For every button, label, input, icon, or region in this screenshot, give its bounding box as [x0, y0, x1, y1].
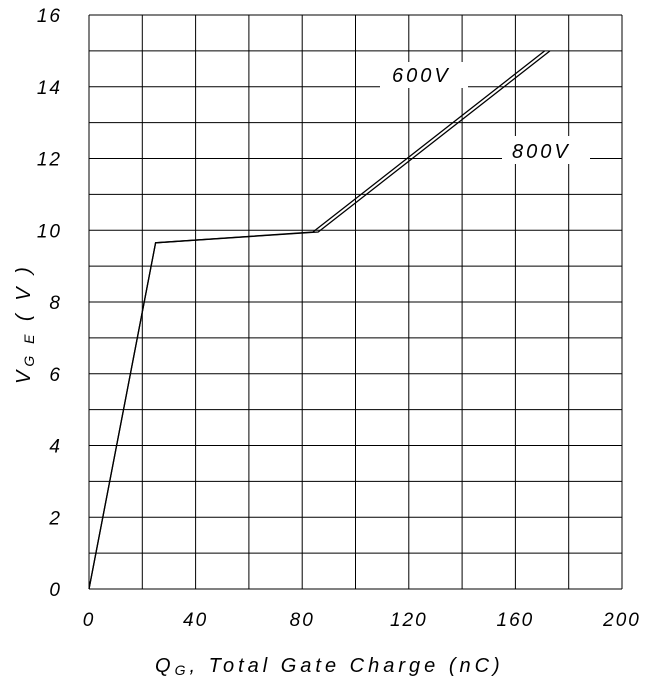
x-axis-title-sub: G — [175, 662, 190, 678]
x-tick-label: 0 — [83, 610, 96, 631]
y-axis-title-sub: G E — [21, 331, 37, 367]
tick-labels: 0 40 80 120 160 200 0 2 4 6 8 10 12 14 16 — [37, 6, 641, 631]
x-tick-label: 80 — [290, 610, 315, 631]
y-tick-label: 4 — [49, 437, 62, 458]
y-tick-label: 12 — [37, 150, 62, 171]
series-line-800v — [88, 50, 551, 590]
y-axis-title-main: V — [13, 367, 35, 384]
series-label-bg-600v — [380, 62, 468, 88]
y-tick-label: 14 — [37, 78, 62, 99]
x-axis-title: QG, Total Gate Charge (nC) — [155, 655, 504, 678]
x-tick-label: 120 — [390, 610, 428, 631]
x-tick-label: 40 — [183, 610, 208, 631]
y-tick-label: 2 — [48, 508, 62, 529]
x-axis-title-main: Q — [155, 655, 175, 677]
y-axis-title-rest: ( V ) — [13, 263, 35, 330]
y-tick-label: 6 — [49, 365, 62, 386]
x-tick-label: 160 — [497, 610, 535, 631]
y-tick-label: 8 — [49, 293, 62, 314]
y-tick-label: 0 — [49, 580, 62, 601]
series-label-bg-800v — [502, 136, 590, 164]
y-tick-label: 10 — [37, 221, 62, 242]
y-tick-label: 16 — [37, 6, 62, 27]
x-tick-label: 200 — [602, 610, 641, 631]
series-label-800v: 800V — [512, 141, 571, 163]
y-axis-title: VG E ( V ) — [13, 263, 37, 384]
chart-grid — [88, 14, 623, 590]
data-series — [88, 50, 551, 590]
series-label-600v: 600V — [392, 65, 451, 87]
series-line-600v — [88, 50, 546, 590]
x-axis-title-rest: , Total Gate Charge (nC) — [189, 655, 503, 677]
